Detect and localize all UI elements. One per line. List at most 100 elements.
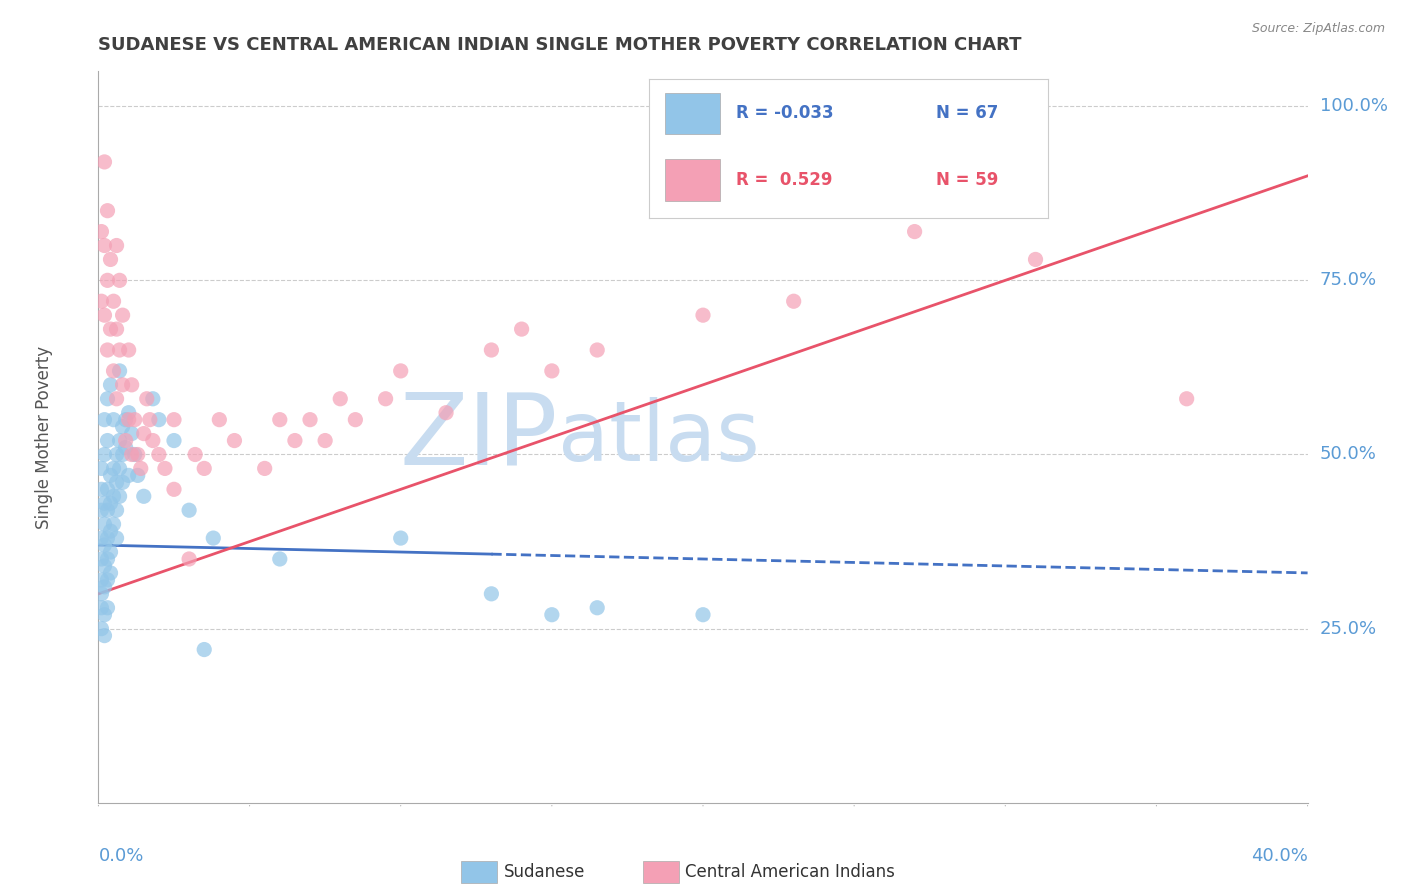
Point	[96, 203, 118, 218]
Point	[124, 412, 146, 426]
Point	[108, 489, 131, 503]
Point	[139, 412, 162, 426]
Point	[90, 531, 112, 545]
Text: 75.0%: 75.0%	[1320, 271, 1376, 289]
Point	[118, 468, 141, 483]
Point	[586, 343, 609, 357]
Point	[96, 343, 118, 357]
Point	[108, 364, 131, 378]
Point	[100, 377, 122, 392]
Point	[108, 434, 131, 448]
Point	[540, 364, 562, 378]
Point	[93, 155, 115, 169]
Point	[121, 448, 143, 462]
Point	[163, 483, 186, 497]
Point	[121, 377, 143, 392]
Point	[135, 392, 157, 406]
Point	[96, 273, 118, 287]
Point	[284, 434, 307, 448]
Point	[93, 448, 115, 462]
Text: SUDANESE VS CENTRAL AMERICAN INDIAN SINGLE MOTHER POVERTY CORRELATION CHART: SUDANESE VS CENTRAL AMERICAN INDIAN SING…	[98, 36, 1022, 54]
Point	[177, 503, 201, 517]
Point	[124, 448, 146, 462]
Point	[193, 461, 215, 475]
Point	[148, 412, 170, 426]
Point	[111, 475, 134, 490]
Point	[253, 461, 276, 475]
Point	[96, 434, 118, 448]
Point	[118, 343, 141, 357]
Point	[114, 434, 136, 448]
Point	[269, 552, 291, 566]
Point	[389, 531, 412, 545]
Point	[103, 294, 125, 309]
Point	[105, 238, 128, 252]
Point	[118, 406, 141, 420]
Point	[114, 441, 136, 455]
Point	[93, 580, 115, 594]
Point	[510, 322, 533, 336]
Point	[177, 552, 201, 566]
Point	[93, 496, 115, 510]
Point	[100, 496, 122, 510]
Point	[93, 238, 115, 252]
Point	[586, 600, 609, 615]
Point	[96, 483, 118, 497]
Point	[118, 412, 141, 426]
Point	[142, 434, 165, 448]
Point	[103, 517, 125, 532]
Text: 100.0%: 100.0%	[1320, 97, 1388, 115]
Text: 50.0%: 50.0%	[1320, 445, 1376, 464]
Point	[90, 483, 112, 497]
Point	[782, 294, 804, 309]
Point	[329, 392, 352, 406]
Point	[90, 552, 112, 566]
Point	[96, 392, 118, 406]
Point	[105, 322, 128, 336]
Point	[127, 448, 149, 462]
Point	[103, 364, 125, 378]
Point	[105, 392, 128, 406]
Point	[208, 412, 231, 426]
Point	[299, 412, 322, 426]
Point	[121, 426, 143, 441]
Point	[103, 461, 125, 475]
Text: ZIP: ZIP	[399, 389, 558, 485]
Point	[96, 573, 118, 587]
Point	[100, 566, 122, 580]
Point	[389, 364, 412, 378]
Point	[90, 225, 112, 239]
FancyBboxPatch shape	[643, 862, 679, 883]
Point	[93, 308, 115, 322]
Text: Sudanese: Sudanese	[503, 863, 585, 881]
Point	[314, 434, 336, 448]
Point	[90, 294, 112, 309]
Point	[434, 406, 457, 420]
Point	[193, 642, 215, 657]
Point	[132, 489, 155, 503]
Point	[163, 434, 186, 448]
Point	[100, 468, 122, 483]
Point	[93, 558, 115, 573]
Point	[481, 587, 503, 601]
Point	[108, 343, 131, 357]
Point	[224, 434, 246, 448]
Point	[103, 412, 125, 426]
Point	[90, 622, 112, 636]
Point	[111, 308, 134, 322]
Point	[100, 252, 122, 267]
Point	[132, 426, 155, 441]
Point	[96, 531, 118, 545]
Point	[105, 531, 128, 545]
Point	[1175, 392, 1198, 406]
Point	[93, 517, 115, 532]
Point	[96, 600, 118, 615]
Point	[374, 392, 396, 406]
Point	[105, 503, 128, 517]
Point	[269, 412, 291, 426]
Point	[90, 573, 112, 587]
Point	[904, 225, 927, 239]
Point	[100, 545, 122, 559]
Point	[111, 377, 134, 392]
Point	[103, 489, 125, 503]
